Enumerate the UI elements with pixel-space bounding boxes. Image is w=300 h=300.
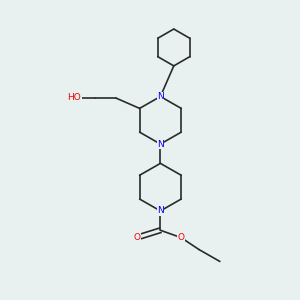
Text: N: N — [157, 92, 164, 101]
Text: N: N — [157, 140, 164, 148]
Text: O: O — [133, 233, 140, 242]
Text: N: N — [157, 206, 164, 215]
Text: HO: HO — [67, 94, 81, 103]
Text: O: O — [178, 233, 185, 242]
